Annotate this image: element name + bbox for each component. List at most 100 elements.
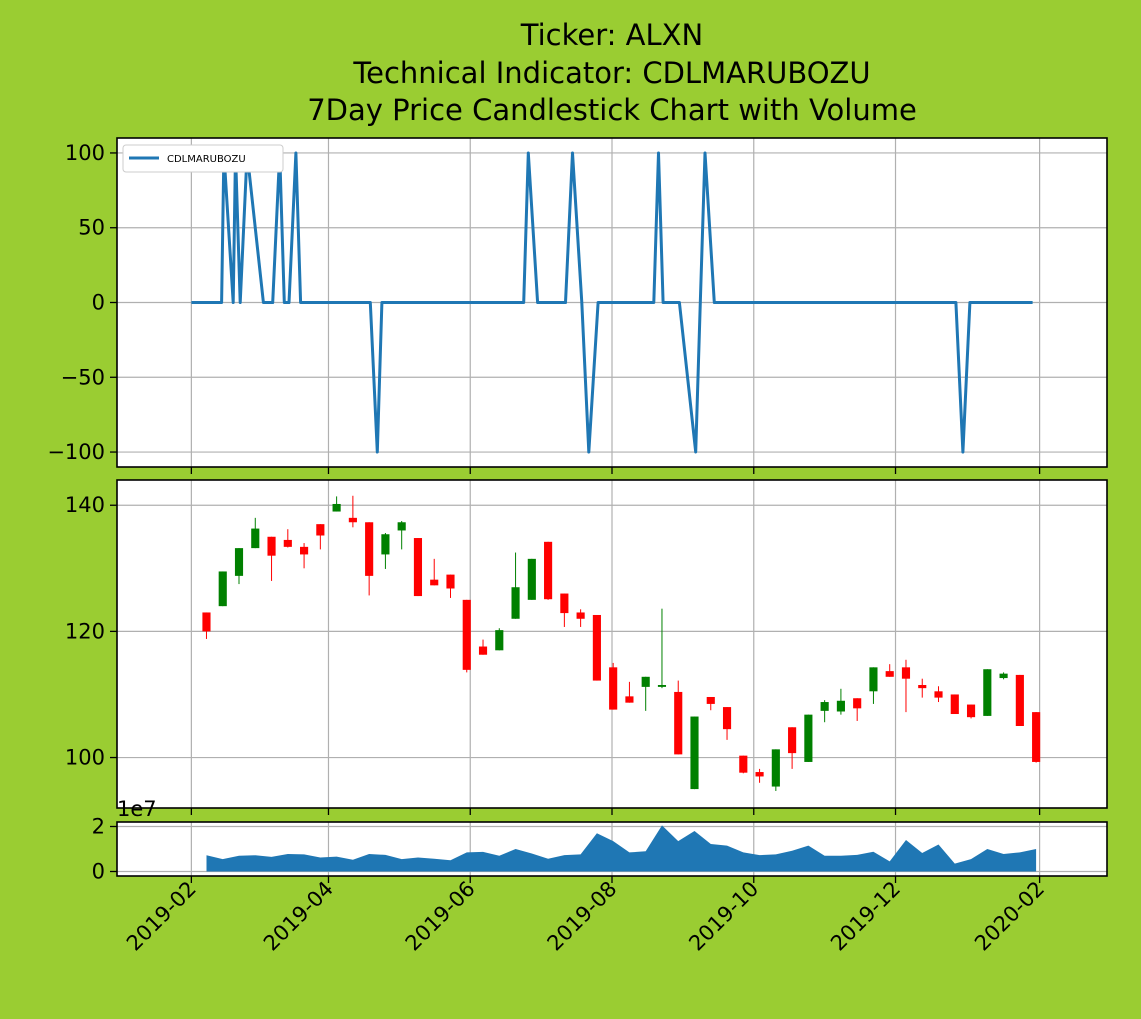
candle-body — [657, 685, 667, 687]
candle — [365, 522, 374, 596]
volume-area — [206, 825, 1037, 872]
price-frame — [116, 479, 1108, 809]
candle — [495, 628, 504, 651]
candle-body — [413, 538, 423, 597]
candle — [446, 574, 455, 598]
candle-body — [609, 667, 618, 710]
candle — [544, 541, 553, 600]
volume-frame — [116, 821, 1108, 877]
candle — [983, 669, 992, 716]
x-tick-label: 2019-10 — [684, 877, 763, 956]
candle — [901, 659, 911, 713]
candle — [722, 707, 732, 740]
x-tick-label: 2019-12 — [826, 877, 905, 956]
candle — [462, 599, 471, 673]
candle — [592, 614, 601, 681]
candle — [641, 676, 650, 711]
candle-body — [511, 587, 520, 619]
volume-y-tick-label: 2 — [92, 815, 105, 839]
candle — [625, 681, 634, 703]
candle-body — [348, 517, 357, 523]
candle-body — [820, 702, 829, 711]
candle-body — [576, 612, 585, 619]
candle — [267, 536, 276, 581]
candle — [413, 538, 423, 597]
candle — [527, 558, 536, 600]
candle — [706, 696, 715, 711]
candle — [869, 667, 878, 704]
candle-body — [495, 630, 504, 651]
candle-body — [885, 671, 894, 677]
candle — [918, 678, 927, 698]
x-tick-label: 2019-06 — [401, 877, 480, 956]
indicator-y-tick-label: −50 — [61, 365, 105, 389]
candle — [853, 698, 862, 721]
candle — [739, 755, 748, 774]
candle-body — [397, 522, 406, 531]
candle-body — [804, 714, 813, 762]
indicator-frame — [116, 137, 1108, 468]
candle-body — [853, 698, 862, 709]
candle-body — [674, 691, 683, 755]
candle-body — [625, 696, 634, 703]
candle — [348, 495, 357, 528]
candle-body — [788, 727, 797, 754]
candle — [300, 543, 309, 569]
candle — [657, 608, 667, 689]
candle-body — [722, 707, 732, 730]
price-y-tick-label: 140 — [65, 493, 105, 517]
candle-body — [901, 667, 911, 679]
candle — [771, 749, 780, 791]
candle-body — [690, 716, 699, 790]
candle — [755, 768, 764, 783]
candle-body — [300, 546, 309, 555]
candle — [430, 558, 439, 586]
legend-label: CDLMARUBOZU — [167, 154, 246, 165]
legend: CDLMARUBOZU — [122, 144, 284, 173]
candle — [609, 662, 618, 710]
x-tick-label: 2020-02 — [970, 877, 1049, 956]
candle — [511, 552, 520, 619]
candle — [332, 496, 341, 512]
candle-body — [251, 528, 260, 549]
candle-body — [983, 669, 992, 716]
candle — [560, 593, 569, 627]
candle-body — [592, 614, 601, 681]
candle — [885, 664, 894, 677]
price-panel: 140 120 100 — [65, 479, 1108, 815]
candle-body — [966, 704, 976, 718]
candle-body — [641, 676, 650, 687]
candle — [690, 716, 699, 790]
candle — [934, 686, 943, 703]
candle — [478, 639, 488, 655]
candle — [674, 680, 683, 755]
candle-body — [218, 571, 227, 607]
candle-body — [446, 574, 455, 589]
chart-title-line-3: 7Day Price Candlestick Chart with Volume — [307, 93, 917, 127]
candle — [836, 688, 845, 715]
indicator-y-tick-label: −100 — [47, 440, 105, 464]
candle-body — [381, 534, 390, 555]
x-tick-label: 2019-08 — [543, 877, 622, 956]
volume-multiplier-label: 1e7 — [117, 797, 157, 821]
candle — [804, 714, 813, 762]
chart-title-line-1: Ticker: ALXN — [520, 18, 703, 52]
candle — [820, 700, 829, 723]
candle-body — [1032, 712, 1041, 762]
price-y-tick-label: 100 — [65, 746, 105, 770]
candle-body — [739, 755, 748, 773]
candle-body — [999, 673, 1008, 679]
indicator-y-tick-label: 0 — [92, 291, 105, 315]
indicator-y-tick-label: 50 — [78, 216, 105, 240]
candle-body — [332, 503, 341, 512]
candle — [999, 672, 1008, 680]
candle-body — [836, 700, 845, 712]
chart-title-line-2: Technical Indicator: CDLMARUBOZU — [352, 56, 870, 90]
indicator-panel: 100 50 0 −50 −100 CDLMARUBOZU — [47, 137, 1108, 474]
candle — [397, 521, 406, 550]
candle — [234, 548, 244, 585]
chart-title: Ticker: ALXN Technical Indicator: CDLMAR… — [307, 18, 917, 127]
candle — [1032, 712, 1041, 763]
candle-body — [544, 541, 553, 600]
